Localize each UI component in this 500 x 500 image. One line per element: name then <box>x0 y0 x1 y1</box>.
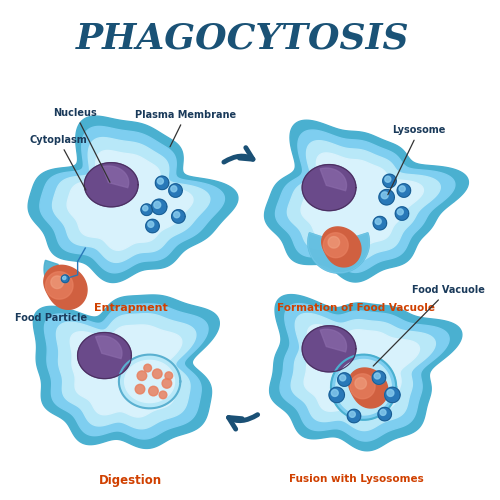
Polygon shape <box>148 222 154 228</box>
Circle shape <box>135 384 145 394</box>
Polygon shape <box>280 304 449 441</box>
Polygon shape <box>142 206 148 211</box>
Circle shape <box>152 369 162 378</box>
Text: Entrapment: Entrapment <box>94 303 168 313</box>
Polygon shape <box>84 162 138 207</box>
Polygon shape <box>44 266 87 310</box>
Text: Fusion with Lysosomes: Fusion with Lysosomes <box>288 474 424 484</box>
Polygon shape <box>171 186 177 192</box>
Polygon shape <box>44 304 208 439</box>
Polygon shape <box>96 336 122 358</box>
Polygon shape <box>308 233 370 273</box>
Polygon shape <box>355 378 366 389</box>
Circle shape <box>159 391 167 398</box>
Polygon shape <box>291 314 436 430</box>
Polygon shape <box>28 116 238 282</box>
Polygon shape <box>379 190 394 205</box>
Circle shape <box>137 371 146 380</box>
Polygon shape <box>172 210 185 223</box>
Circle shape <box>165 372 172 380</box>
Polygon shape <box>331 354 396 420</box>
Text: Lysosome: Lysosome <box>388 125 446 194</box>
Polygon shape <box>62 275 69 282</box>
Polygon shape <box>383 174 396 188</box>
Circle shape <box>162 378 172 388</box>
Polygon shape <box>387 390 394 396</box>
Text: Food Vacuole: Food Vacuole <box>373 285 484 366</box>
Polygon shape <box>78 332 132 378</box>
Polygon shape <box>398 209 404 215</box>
Polygon shape <box>156 176 169 190</box>
Polygon shape <box>336 360 392 415</box>
Polygon shape <box>264 120 468 282</box>
Polygon shape <box>146 220 159 232</box>
Polygon shape <box>329 387 344 402</box>
Polygon shape <box>340 375 345 381</box>
Polygon shape <box>169 184 182 197</box>
Polygon shape <box>158 178 164 184</box>
Polygon shape <box>324 232 348 258</box>
Polygon shape <box>119 354 180 408</box>
Polygon shape <box>102 166 128 188</box>
Polygon shape <box>276 130 455 272</box>
Text: Cytoplasm: Cytoplasm <box>30 134 88 190</box>
Polygon shape <box>40 126 224 273</box>
Polygon shape <box>67 150 193 250</box>
Polygon shape <box>332 390 338 396</box>
Polygon shape <box>322 227 361 267</box>
Polygon shape <box>348 410 360 422</box>
Polygon shape <box>380 410 386 416</box>
Polygon shape <box>328 236 340 248</box>
Polygon shape <box>44 260 68 296</box>
Polygon shape <box>397 184 410 197</box>
Polygon shape <box>152 199 167 214</box>
Polygon shape <box>375 218 381 224</box>
Polygon shape <box>350 412 356 418</box>
Polygon shape <box>56 314 196 429</box>
Polygon shape <box>34 295 220 448</box>
Polygon shape <box>338 373 351 386</box>
Polygon shape <box>396 207 408 220</box>
Text: Nucleus: Nucleus <box>53 108 110 182</box>
Polygon shape <box>62 276 66 280</box>
Polygon shape <box>70 325 182 417</box>
Polygon shape <box>384 387 400 402</box>
Polygon shape <box>378 408 392 421</box>
Text: Digestion: Digestion <box>99 474 162 486</box>
Polygon shape <box>308 233 370 273</box>
Polygon shape <box>372 371 386 384</box>
Polygon shape <box>288 140 440 262</box>
Polygon shape <box>399 186 405 192</box>
Circle shape <box>148 386 158 396</box>
Polygon shape <box>154 202 160 208</box>
Polygon shape <box>270 294 462 451</box>
Polygon shape <box>174 212 180 218</box>
Polygon shape <box>350 374 375 398</box>
Polygon shape <box>373 216 386 230</box>
Text: PHAGOCYTOSIS: PHAGOCYTOSIS <box>76 22 409 56</box>
Polygon shape <box>51 276 64 288</box>
Polygon shape <box>374 373 380 379</box>
Text: Plasma Membrane: Plasma Membrane <box>135 110 236 146</box>
Polygon shape <box>348 368 388 408</box>
Polygon shape <box>141 204 152 216</box>
Circle shape <box>144 364 152 372</box>
Text: Formation of Food Vacuole: Formation of Food Vacuole <box>277 303 435 313</box>
Polygon shape <box>124 360 174 403</box>
Polygon shape <box>320 330 346 352</box>
Polygon shape <box>385 176 391 182</box>
Polygon shape <box>46 272 73 299</box>
Polygon shape <box>304 324 420 418</box>
Polygon shape <box>302 164 356 210</box>
Polygon shape <box>301 153 424 250</box>
Text: Food Particle: Food Particle <box>14 314 87 324</box>
Polygon shape <box>52 138 210 262</box>
Polygon shape <box>381 192 388 199</box>
Polygon shape <box>320 168 346 190</box>
Polygon shape <box>302 326 356 372</box>
